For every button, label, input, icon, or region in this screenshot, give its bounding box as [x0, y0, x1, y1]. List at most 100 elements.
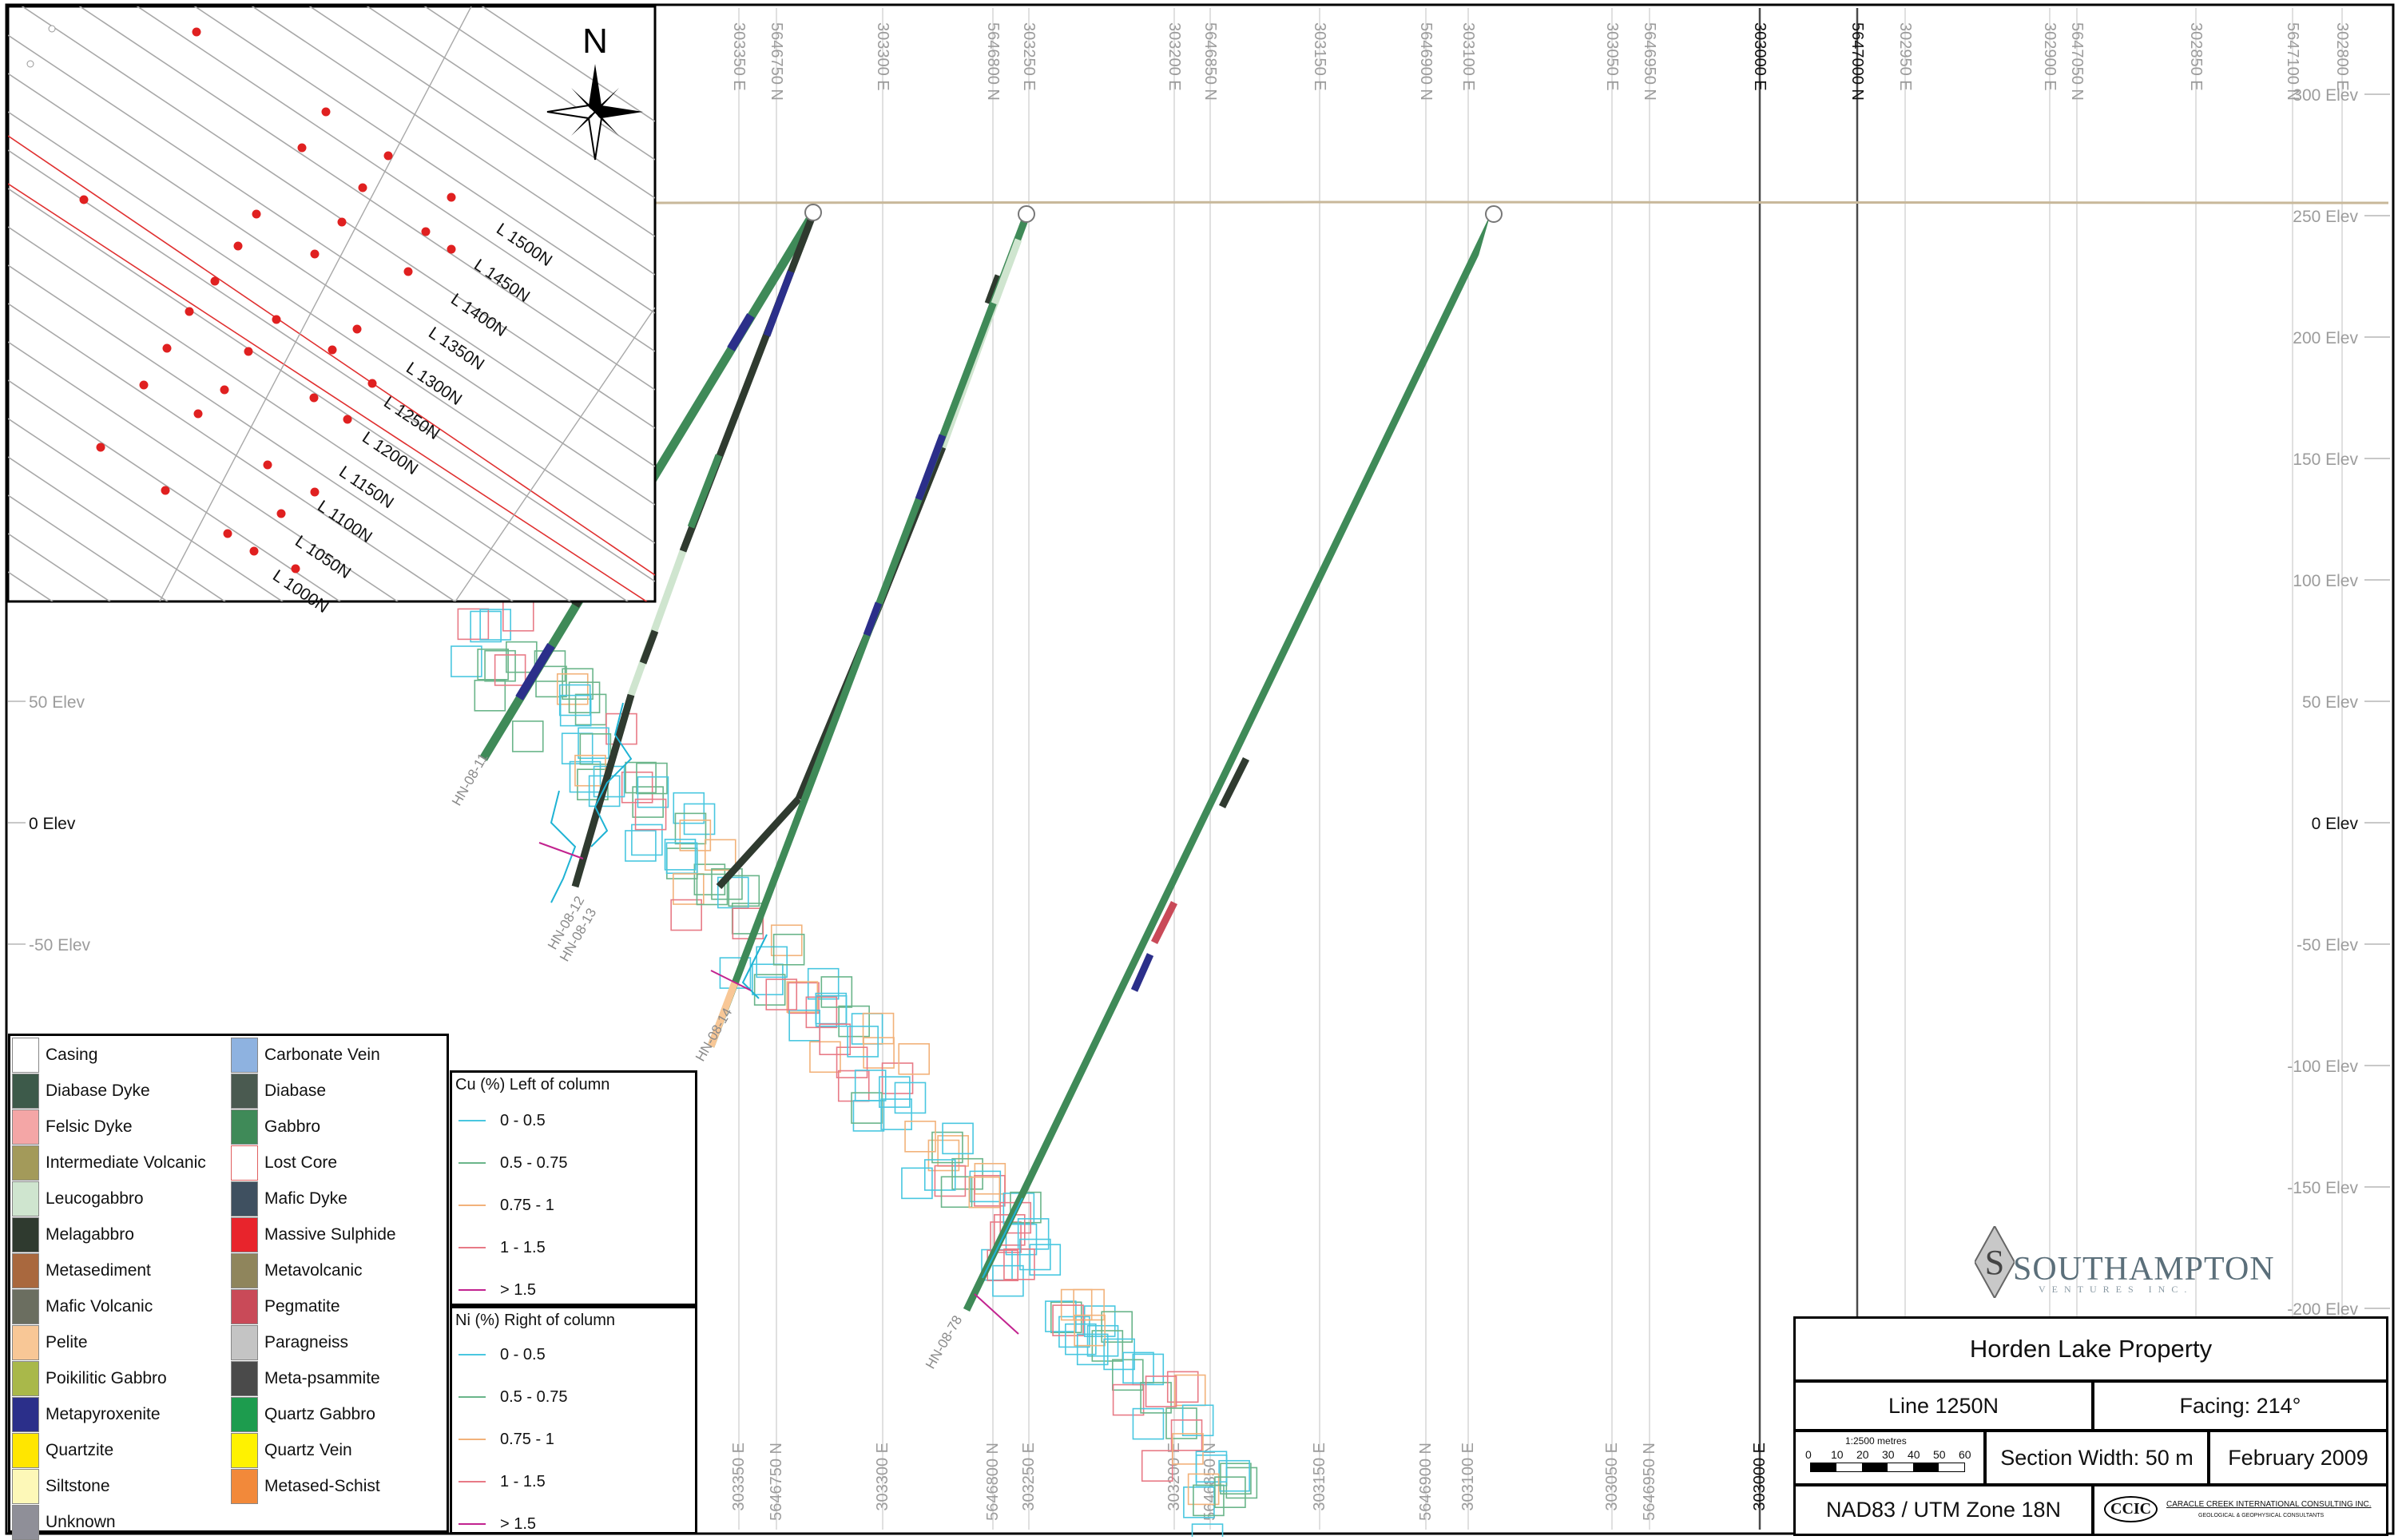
scale-tick-label: 0: [1805, 1448, 1812, 1461]
assay-block: [934, 1165, 967, 1197]
assay-block: [968, 1176, 1001, 1209]
elevation-label-right: 200 Elev: [2293, 329, 2358, 347]
inset-collar-dot: [291, 564, 300, 574]
elevation-label-right: -150 Elev: [2287, 1179, 2358, 1197]
inset-collar-dot: [309, 393, 319, 403]
assay-legend-line: [459, 1247, 486, 1248]
assay-block: [880, 1098, 912, 1130]
assay-block: [1112, 1359, 1144, 1391]
assay-legend-label: 0 - 0.5: [500, 1111, 546, 1129]
legend-item: Meta-psammite: [231, 1361, 380, 1396]
assay-block: [753, 974, 786, 1006]
legend-swatch: [12, 1361, 39, 1396]
assay-block: [765, 978, 798, 1010]
assay-block: [1132, 1407, 1165, 1440]
assay-legend-row: 0 - 0.5: [459, 1111, 546, 1130]
assay-block: [863, 1037, 895, 1069]
legend-swatch: [12, 1109, 39, 1145]
assay-block: [904, 1121, 936, 1153]
assay-block: [1214, 1476, 1246, 1508]
inset-collar-dot: [421, 227, 431, 236]
inset-collar-dot: [233, 241, 243, 251]
top-coordinate-label: 302850 E: [2187, 22, 2205, 91]
assay-block: [561, 732, 594, 764]
assay-block: [1112, 1383, 1145, 1416]
bottom-coordinate-label: 303100 E: [1459, 1443, 1477, 1511]
assay-legend-line: [459, 1396, 486, 1398]
assay-legend-line: [459, 1205, 486, 1206]
inset-collar-dot: [79, 195, 89, 204]
top-coordinate-label: 303000 E: [1751, 22, 1769, 91]
legend-item: Carbonate Vein: [231, 1038, 380, 1073]
scale-tick-label: 40: [1908, 1448, 1920, 1461]
legend-label: Diabase Dyke: [46, 1082, 150, 1100]
inset-collar-dot: [447, 192, 456, 202]
legend-swatch: [12, 1181, 39, 1217]
top-coordinate-label: 5646800 N: [984, 22, 1002, 101]
top-coordinate-labels: 303350 E 5646750 N 303300 E 5646800 N 303250…: [730, 22, 2351, 101]
inset-collar-dots: [26, 25, 456, 574]
elevation-labels: 300 Elev 250 Elev 200 Elev 150 Elev 100 Elev…: [29, 86, 2358, 1319]
legend-swatch: [12, 1469, 39, 1504]
elevation-label-left: -50 Elev: [29, 936, 91, 955]
assay-block: [1101, 1311, 1133, 1344]
assay-block: [1191, 1523, 1224, 1537]
legend-label: Pelite: [46, 1333, 88, 1351]
assay-block: [1029, 1244, 1062, 1276]
legend-item: Felsic Dyke: [12, 1109, 133, 1145]
legend-swatch: [231, 1433, 258, 1468]
legend-label: Unknown: [46, 1513, 116, 1531]
legend-swatch: [12, 1217, 39, 1252]
assay-block: [931, 1131, 963, 1164]
assay-block: [704, 839, 736, 871]
legend-swatch: [231, 1145, 258, 1181]
legend-swatch: [231, 1289, 258, 1324]
legend-label: Meta-psammite: [264, 1369, 380, 1387]
elevation-label-right: -100 Elev: [2287, 1058, 2358, 1076]
legend-label: Gabbro: [264, 1117, 321, 1136]
legend-item: Diabase Dyke: [12, 1074, 150, 1109]
legend-label: Quartzite: [46, 1441, 114, 1459]
legend-label: Quartz Gabbro: [264, 1405, 375, 1423]
legend-item: Metasediment: [12, 1253, 151, 1288]
top-coordinate-label: 5647100 N: [2284, 22, 2301, 101]
assay-block: [1065, 1323, 1097, 1355]
inset-collar-dot: [310, 487, 320, 497]
assay-legend-line: [459, 1162, 486, 1164]
inset-survey-line: [366, 6, 655, 199]
inset-survey-line: [193, 6, 655, 314]
assay-legend-label: 0.75 - 1: [500, 1196, 554, 1214]
inset-survey-line: [8, 226, 571, 601]
assay-legend-row: 0.5 - 0.75: [459, 1387, 568, 1407]
top-coordinate-label: 5646750 N: [768, 22, 785, 101]
assay-legend-line: [459, 1481, 486, 1482]
assay-block: [625, 761, 657, 794]
assay-block: [1086, 1324, 1119, 1357]
assay-block: [1052, 1304, 1084, 1336]
scale-tick-label: 20: [1856, 1448, 1869, 1461]
legend-label: Quartz Vein: [264, 1441, 352, 1459]
assay-legend-row: 0 - 0.5: [459, 1345, 546, 1364]
assay-legend-label: 0 - 0.5: [500, 1345, 546, 1363]
legend-item: Mafic Dyke: [231, 1181, 347, 1217]
assay-block: [807, 967, 840, 1000]
legend-swatch: [12, 1505, 39, 1540]
inset-collar-dot: [185, 307, 194, 316]
legend-item: Unknown: [12, 1505, 116, 1540]
legend-item: Leucogabbro: [12, 1181, 144, 1217]
assay-block: [636, 762, 668, 795]
inset-collar-dot: [139, 380, 149, 390]
assay-block: [898, 1043, 931, 1075]
inset-collar-dot: [297, 143, 307, 153]
legend-swatch: [231, 1109, 258, 1145]
inset-collar-dot: [193, 409, 203, 419]
inset-survey-line: [423, 6, 655, 161]
legend-swatch: [231, 1038, 258, 1073]
assay-block: [1170, 1419, 1203, 1451]
assay-block: [809, 1041, 841, 1074]
legend-label: Carbonate Vein: [264, 1046, 380, 1064]
assay-block: [558, 684, 591, 716]
inset-collar-dot: [263, 460, 272, 470]
assay-legend-row: 1 - 1.5: [459, 1238, 546, 1257]
